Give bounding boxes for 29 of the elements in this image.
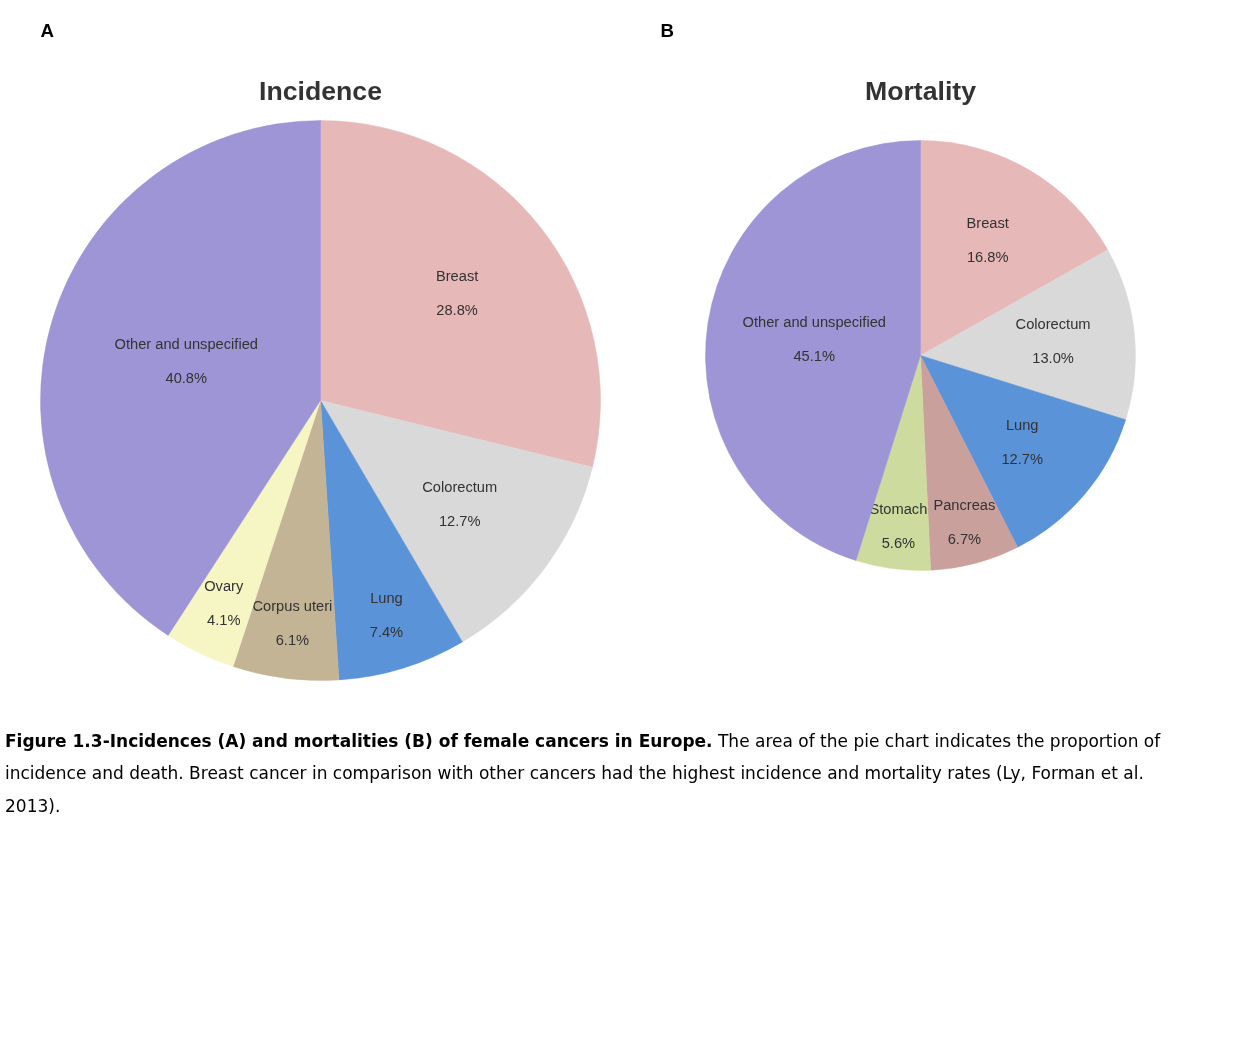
slice-label: Lung [1005,416,1039,433]
data-label: 7.4% [369,623,404,640]
text: A [40,20,54,41]
slice-label: Ovary [204,577,244,594]
data-label: 12.7% [1001,450,1043,467]
data-label: 6.7% [947,530,982,547]
data-label: 45.1% [793,348,836,365]
slice-label: Other and unspecified [742,314,886,331]
slice-label: Corpus uteri [252,597,333,614]
data-label: 12.7% [438,513,481,530]
slice-label: Stomach [869,501,928,518]
data-label: 5.6% [881,535,916,552]
slice-label: Breast [966,215,1009,232]
slice-label: Colorectum [422,479,498,496]
slice-label: Colorectum [1015,316,1091,333]
caption: Figure 1.3-Incidences (A) and mortalities (B) of female cancers in Europe. [5,731,713,751]
data-label: 28.8% [436,302,478,319]
slice-label: Other and unspecified [114,335,258,352]
data-label: 4.1% [207,611,241,628]
data-label: 6.1% [275,631,310,648]
chart-title: Mortality [864,75,977,106]
data-label: 13.0% [1032,350,1074,367]
chart-title: Incidence [259,75,382,106]
slice-label: Pancreas [933,496,996,513]
data-label: 40.8% [165,369,208,386]
slice-label: Lung [370,589,403,606]
data-label: 16.8% [966,249,1009,266]
text: B [660,20,674,41]
slice-label: Breast [435,268,479,285]
